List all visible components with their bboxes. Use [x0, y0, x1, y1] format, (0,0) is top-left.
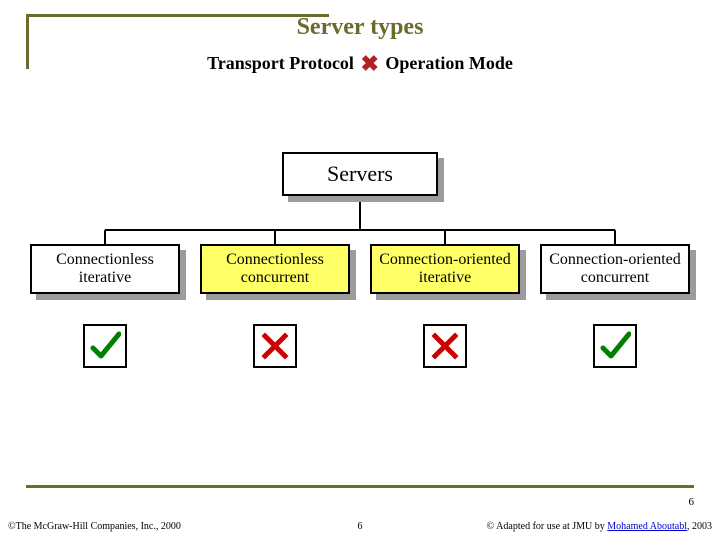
subtitle-right: Operation Mode: [381, 53, 513, 73]
page-number: 6: [358, 521, 363, 532]
footer-rule: [26, 485, 694, 488]
copyright-right-suffix: , 2003: [687, 521, 712, 532]
title-block: Server types Transport Protocol ✖ Operat…: [0, 14, 720, 77]
subtitle: Transport Protocol ✖ Operation Mode: [0, 51, 720, 77]
cross-mark-icon: [253, 324, 297, 368]
copyright-right-prefix: © Adapted for use at JMU by: [487, 521, 608, 532]
root-node: Servers: [282, 152, 438, 196]
tree-diagram: Servers Connectionlessiterative Connection…: [30, 152, 690, 392]
leaf-node: Connection-orientediterative: [370, 244, 520, 294]
check-icon: [83, 324, 127, 368]
cross-mark-icon: [423, 324, 467, 368]
copyright-right: © Adapted for use at JMU by Mohamed Abou…: [487, 521, 712, 532]
subtitle-left: Transport Protocol: [207, 53, 358, 73]
leaf-node: Connectionlessconcurrent: [200, 244, 350, 294]
cross-icon: ✖: [358, 51, 380, 77]
page-number-upper: 6: [689, 496, 695, 508]
copyright-left: ©The McGraw-Hill Companies, Inc., 2000: [8, 521, 181, 532]
check-icon: [593, 324, 637, 368]
author-link[interactable]: Mohamed Aboutabl: [607, 521, 687, 532]
leaf-node: Connection-orientedconcurrent: [540, 244, 690, 294]
page-title: Server types: [0, 14, 720, 41]
footer: ©The McGraw-Hill Companies, Inc., 2000 6…: [0, 514, 720, 532]
leaf-node: Connectionlessiterative: [30, 244, 180, 294]
